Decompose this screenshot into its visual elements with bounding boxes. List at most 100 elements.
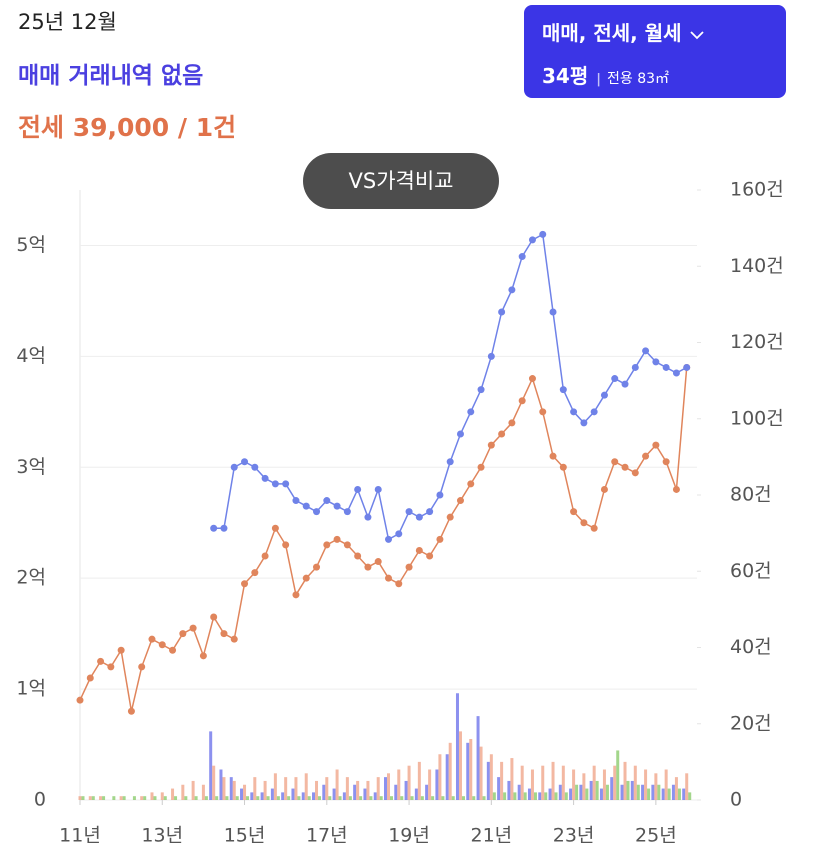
price-point: [600, 485, 608, 493]
volume-bar: [476, 716, 480, 800]
price-point: [199, 652, 207, 660]
volume-bar: [384, 777, 387, 800]
volume-bar: [592, 765, 596, 800]
volume-bar: [240, 788, 244, 800]
volume-bar: [579, 784, 583, 800]
volume-bar: [620, 784, 624, 800]
volume-bar: [548, 788, 552, 800]
price-point: [374, 558, 382, 566]
y-tick-label: 2억: [16, 567, 46, 589]
volume-bar: [431, 796, 435, 800]
volume-bar: [400, 796, 404, 800]
price-point: [189, 624, 197, 632]
volume-bar: [414, 788, 418, 800]
volume-bar: [544, 792, 548, 800]
volume-bar: [551, 761, 555, 800]
price-point: [354, 485, 362, 493]
volume-bar: [225, 796, 229, 800]
volume-bar: [441, 796, 445, 800]
price-line: [213, 233, 688, 541]
filter-label: 매매, 전세, 월세: [542, 21, 682, 45]
volume-bar: [287, 796, 291, 800]
volume-bar: [356, 780, 360, 800]
volume-bar: [425, 784, 429, 800]
volume-bar: [674, 777, 678, 800]
price-point: [467, 408, 475, 416]
price-point: [415, 513, 423, 521]
price-point: [395, 580, 403, 588]
separator: |: [596, 72, 601, 87]
x-tick-label: 13년: [141, 825, 183, 847]
price-point: [611, 458, 619, 466]
price-point: [241, 458, 249, 466]
volume-bar: [78, 796, 82, 800]
price-point: [487, 352, 495, 360]
volume-bar: [150, 792, 154, 800]
volume-bar: [527, 788, 531, 800]
volume-bar: [657, 784, 661, 800]
price-point: [343, 541, 351, 549]
volume-bar: [246, 796, 250, 800]
filter-button[interactable]: 매매, 전세, 월세 34평 | 전용 83㎡: [524, 5, 786, 98]
price-point: [436, 491, 444, 499]
volume-bar: [500, 761, 504, 800]
price-point: [590, 524, 598, 532]
volume-bar: [315, 780, 319, 800]
price-point: [343, 508, 351, 516]
y-tick-label: 0: [34, 789, 46, 811]
volume-bar: [318, 796, 322, 800]
volume-bar: [88, 796, 92, 800]
price-point: [117, 646, 125, 654]
volume-bar: [599, 788, 603, 800]
volume-bar: [466, 742, 470, 800]
volume-bar: [572, 769, 576, 800]
volume-bar: [497, 777, 501, 800]
price-point: [302, 574, 310, 582]
volume-bar: [294, 777, 298, 800]
y2-tick-label: 120건: [730, 331, 784, 353]
volume-bar: [366, 780, 370, 800]
price-point: [477, 386, 485, 394]
x-tick-label: 17년: [306, 825, 348, 847]
volume-bar: [222, 777, 226, 800]
price-point: [169, 646, 177, 654]
volume-bar: [520, 765, 524, 800]
volume-bar: [489, 754, 493, 800]
volume-bar: [232, 780, 236, 800]
price-point: [590, 408, 598, 416]
volume-bar: [276, 796, 280, 800]
price-point: [405, 563, 413, 571]
price-point: [323, 541, 331, 549]
volume-bar: [517, 784, 521, 800]
price-point: [127, 707, 135, 715]
volume-bar: [613, 765, 617, 800]
price-point: [385, 574, 392, 582]
price-point: [662, 363, 670, 371]
volume-bar: [376, 777, 380, 800]
price-point: [323, 497, 331, 505]
price-point: [559, 463, 567, 471]
price-point: [313, 563, 321, 571]
price-point: [261, 474, 269, 482]
y2-tick-label: 20건: [730, 712, 772, 734]
compare-button[interactable]: VS가격비교: [303, 153, 499, 209]
price-point: [652, 441, 660, 449]
volume-bar: [417, 761, 421, 800]
volume-bar: [81, 796, 85, 800]
y2-tick-label: 60건: [730, 560, 772, 582]
volume-bar: [91, 796, 95, 800]
price-point: [179, 630, 187, 638]
volume-bar: [369, 796, 373, 800]
price-point: [148, 635, 156, 643]
volume-bar: [194, 796, 198, 800]
price-point: [220, 630, 228, 638]
volume-bar: [307, 796, 311, 800]
volume-bar: [510, 758, 514, 800]
volume-bar: [558, 784, 562, 800]
volume-bar: [297, 796, 301, 800]
area: 전용 83㎡: [606, 71, 670, 87]
volume-bar: [541, 765, 545, 800]
y-tick-label: 5억: [16, 234, 46, 256]
volume-bar: [260, 792, 264, 800]
